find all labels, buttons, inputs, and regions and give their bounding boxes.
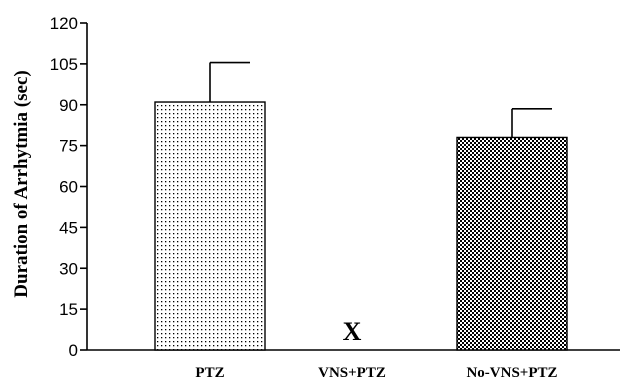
y-axis: 0 15 30 45 60 75 90 105 120 [50,14,620,360]
y-tick-label: 30 [59,259,78,278]
x-tick-label: No-VNS+PTZ [466,365,557,381]
y-tick-label: 0 [69,341,78,360]
x-axis-labels: PTZ VNS+PTZ No-VNS+PTZ [195,365,557,381]
y-tick-label: 75 [59,137,78,156]
bar [456,136,568,351]
x-tick-label: PTZ [195,365,224,381]
x-tick-label: VNS+PTZ [318,365,386,381]
y-tick-label: 45 [59,218,78,237]
y-tick-label: 90 [59,96,78,115]
bar-annotation: X [343,317,362,346]
bars: X [154,61,568,351]
y-tick-label: 60 [59,178,78,197]
y-tick-label: 15 [59,300,78,319]
y-tick-label: 120 [50,14,78,33]
y-tick-label: 105 [50,55,78,74]
y-axis-label: Duration of Arrhytmia (sec) [11,70,32,297]
bar [154,101,266,351]
